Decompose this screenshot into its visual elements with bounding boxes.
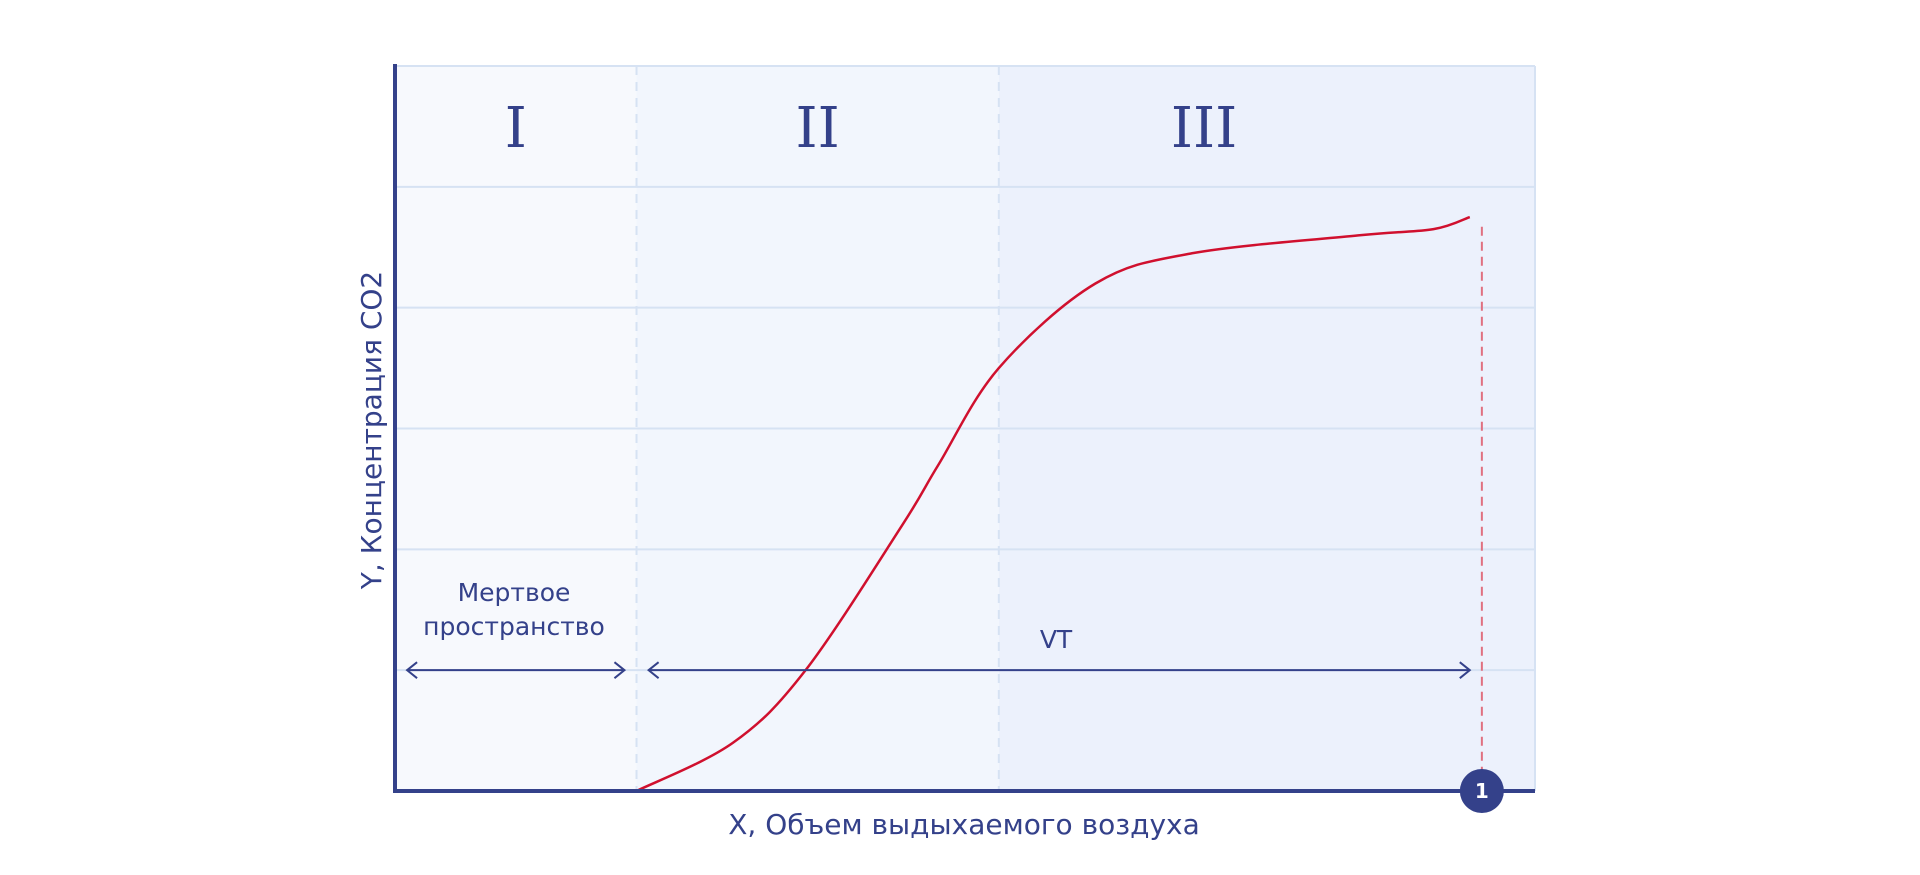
phase-label-3: III <box>1171 96 1237 161</box>
vt-arrow-right-head <box>1459 661 1472 679</box>
end-marker-circle <box>1459 769 1504 813</box>
vt-label: VT <box>1040 625 1073 654</box>
co2-curve <box>635 215 1471 793</box>
phase-label-1: I <box>505 96 527 161</box>
phase-dividers <box>635 66 1000 791</box>
x-axis-title: X, Объем выдыхаемого воздуха <box>728 808 1200 841</box>
volume-arrows <box>405 661 1472 679</box>
dead-space-arrow-left-head <box>405 661 418 679</box>
end-marker-label: 1 <box>1475 779 1489 803</box>
dead-space-label-line2: пространство <box>423 612 605 641</box>
vt-arrow-left-head <box>647 661 660 679</box>
dead-space-arrow-right-head <box>613 661 627 679</box>
y-axis-title: Y, Концентрация CO2 <box>355 271 388 590</box>
co2-curve-group <box>635 215 1471 793</box>
end-marker: 1 <box>1459 769 1504 813</box>
axes <box>393 64 1535 793</box>
phase-labels: I II III <box>505 96 1238 161</box>
phase-label-2: II <box>796 96 840 161</box>
dead-space-label-line1: Мертвое <box>458 578 571 607</box>
